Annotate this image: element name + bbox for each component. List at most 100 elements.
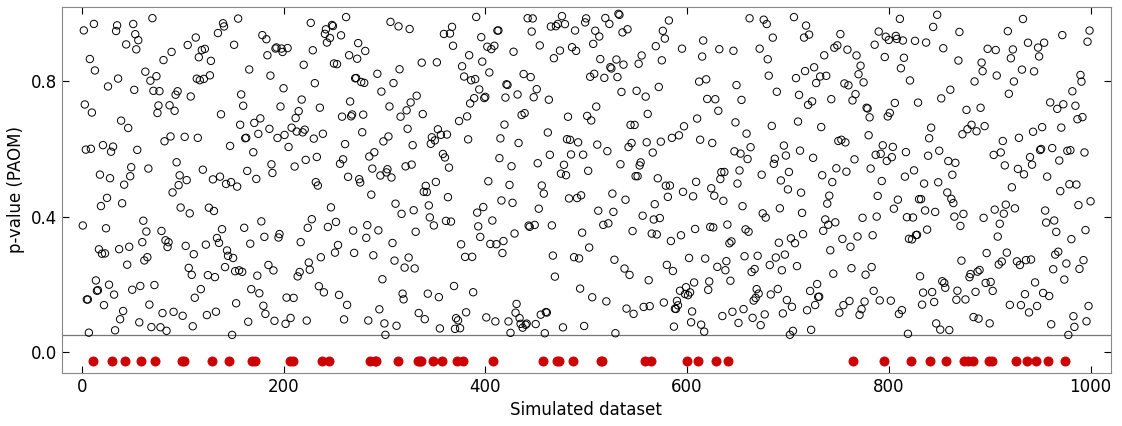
Point xyxy=(286,163,304,170)
Point xyxy=(590,33,608,40)
Point xyxy=(817,72,835,79)
Point xyxy=(589,207,607,214)
Point xyxy=(266,317,284,324)
Point xyxy=(277,294,295,301)
Point xyxy=(671,287,689,294)
Point xyxy=(1027,279,1045,286)
Point xyxy=(843,265,861,272)
Point xyxy=(730,167,748,174)
Point xyxy=(533,182,551,189)
Point xyxy=(601,64,619,71)
Point xyxy=(477,93,495,100)
Point xyxy=(946,159,964,166)
Point xyxy=(889,196,907,203)
Point xyxy=(894,37,912,44)
Point xyxy=(756,214,774,221)
Point xyxy=(310,283,328,290)
Point xyxy=(977,250,995,256)
Point xyxy=(521,223,539,230)
Point xyxy=(422,141,440,147)
Point xyxy=(329,242,347,248)
Point xyxy=(788,263,806,270)
Point xyxy=(824,178,842,185)
Point xyxy=(703,140,721,147)
Point xyxy=(810,293,828,300)
Point xyxy=(196,46,214,52)
Point xyxy=(88,288,105,294)
Point xyxy=(711,176,729,182)
Point xyxy=(876,54,894,60)
Point xyxy=(949,57,967,64)
Point xyxy=(1028,302,1046,309)
Point xyxy=(882,297,900,304)
Point xyxy=(193,47,211,54)
Point xyxy=(966,78,984,85)
Point xyxy=(117,357,135,364)
Point xyxy=(267,45,285,52)
Point xyxy=(940,327,958,334)
Point xyxy=(459,136,477,143)
Point xyxy=(439,194,457,201)
Point xyxy=(958,126,976,132)
Point xyxy=(668,297,686,304)
Point xyxy=(812,124,830,130)
Point xyxy=(886,32,904,39)
Point xyxy=(530,205,548,212)
Point xyxy=(669,302,687,309)
Point xyxy=(710,46,728,52)
Point xyxy=(416,182,434,189)
Point xyxy=(623,140,641,147)
Point xyxy=(656,35,674,42)
Point xyxy=(222,178,240,185)
Point xyxy=(948,287,966,294)
Point xyxy=(473,58,491,65)
Point xyxy=(1061,147,1079,154)
Point xyxy=(562,151,580,158)
Point xyxy=(572,192,590,199)
Point xyxy=(571,285,589,292)
Point xyxy=(741,15,758,22)
Point xyxy=(346,250,364,256)
Point xyxy=(598,148,616,155)
Point xyxy=(298,225,316,231)
Point xyxy=(403,161,421,168)
Point xyxy=(150,88,168,95)
Point xyxy=(522,74,540,81)
Point xyxy=(410,310,427,317)
Point xyxy=(559,113,577,120)
Point xyxy=(652,138,670,145)
Point xyxy=(773,267,791,273)
Point xyxy=(631,162,649,169)
Point xyxy=(615,61,633,68)
Point xyxy=(480,69,498,76)
Point xyxy=(981,320,999,327)
Point xyxy=(692,321,710,328)
Point xyxy=(1018,357,1036,364)
Point xyxy=(579,167,597,174)
Point xyxy=(313,357,331,364)
Point xyxy=(136,257,154,264)
Point xyxy=(263,161,280,168)
Point xyxy=(595,222,613,228)
Point xyxy=(296,126,314,133)
Point xyxy=(811,73,829,80)
Point xyxy=(442,218,460,225)
Point xyxy=(462,77,480,83)
Point xyxy=(323,22,341,29)
Point xyxy=(503,163,521,170)
Point xyxy=(427,59,445,66)
Point xyxy=(1058,147,1076,154)
Point xyxy=(787,75,804,81)
Point xyxy=(469,223,487,230)
Point xyxy=(118,261,136,268)
Point xyxy=(332,32,350,39)
Point xyxy=(677,284,695,291)
Point xyxy=(626,121,644,128)
Point xyxy=(392,113,410,120)
Point xyxy=(849,71,867,78)
Point xyxy=(240,66,258,73)
Point xyxy=(537,309,555,316)
Point xyxy=(359,317,377,324)
Point xyxy=(927,320,945,327)
Point xyxy=(357,234,375,241)
